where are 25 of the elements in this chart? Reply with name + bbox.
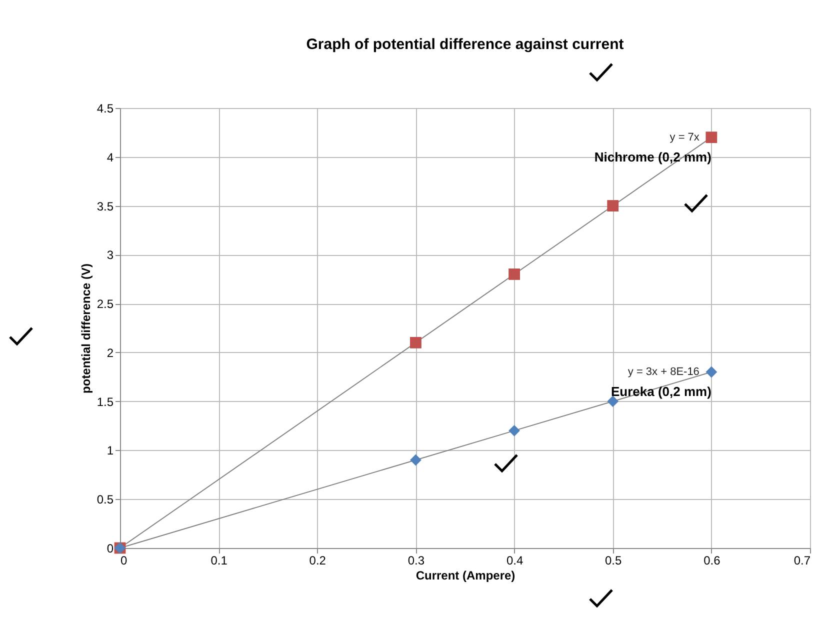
annotation: y = 3x + 8E-16 [628,366,700,378]
x-axis-title: Current (Ampere) [416,568,516,582]
y-tick-label: 3 [106,248,114,262]
x-tick-label: 0.3 [408,554,425,568]
y-tick-label: 1 [106,444,114,458]
y-tick-label: 1.5 [96,394,114,409]
x-tick-label: 0.1 [210,554,228,568]
x-tick-label: 0.5 [605,554,622,568]
x-tick-label: 0.6 [704,554,721,568]
y-tick-label: 0 [106,542,114,556]
y-tick-label: 4 [106,150,114,164]
chart-title: Graph of potential difference against current [306,36,624,53]
x-tick-label: 0.2 [309,554,326,568]
y-tick-label: 2.5 [96,297,114,312]
annotation: y = 7x [670,131,700,144]
y-tick-label: 3.5 [96,199,114,214]
y-tick-label: 0.5 [96,492,114,507]
x-tick-label: 0.4 [506,554,524,568]
x-tick-label: 0 [120,554,128,568]
series-label: Nichrome (0,2 mm) [594,149,712,164]
series-label: Eureka (0,2 mm) [610,384,712,399]
y-tick-label: 4.5 [96,102,114,116]
y-axis-title: potential difference (V) [78,263,93,394]
x-tick-label: 0.7 [794,554,811,568]
y-tick-label: 2 [106,346,114,360]
